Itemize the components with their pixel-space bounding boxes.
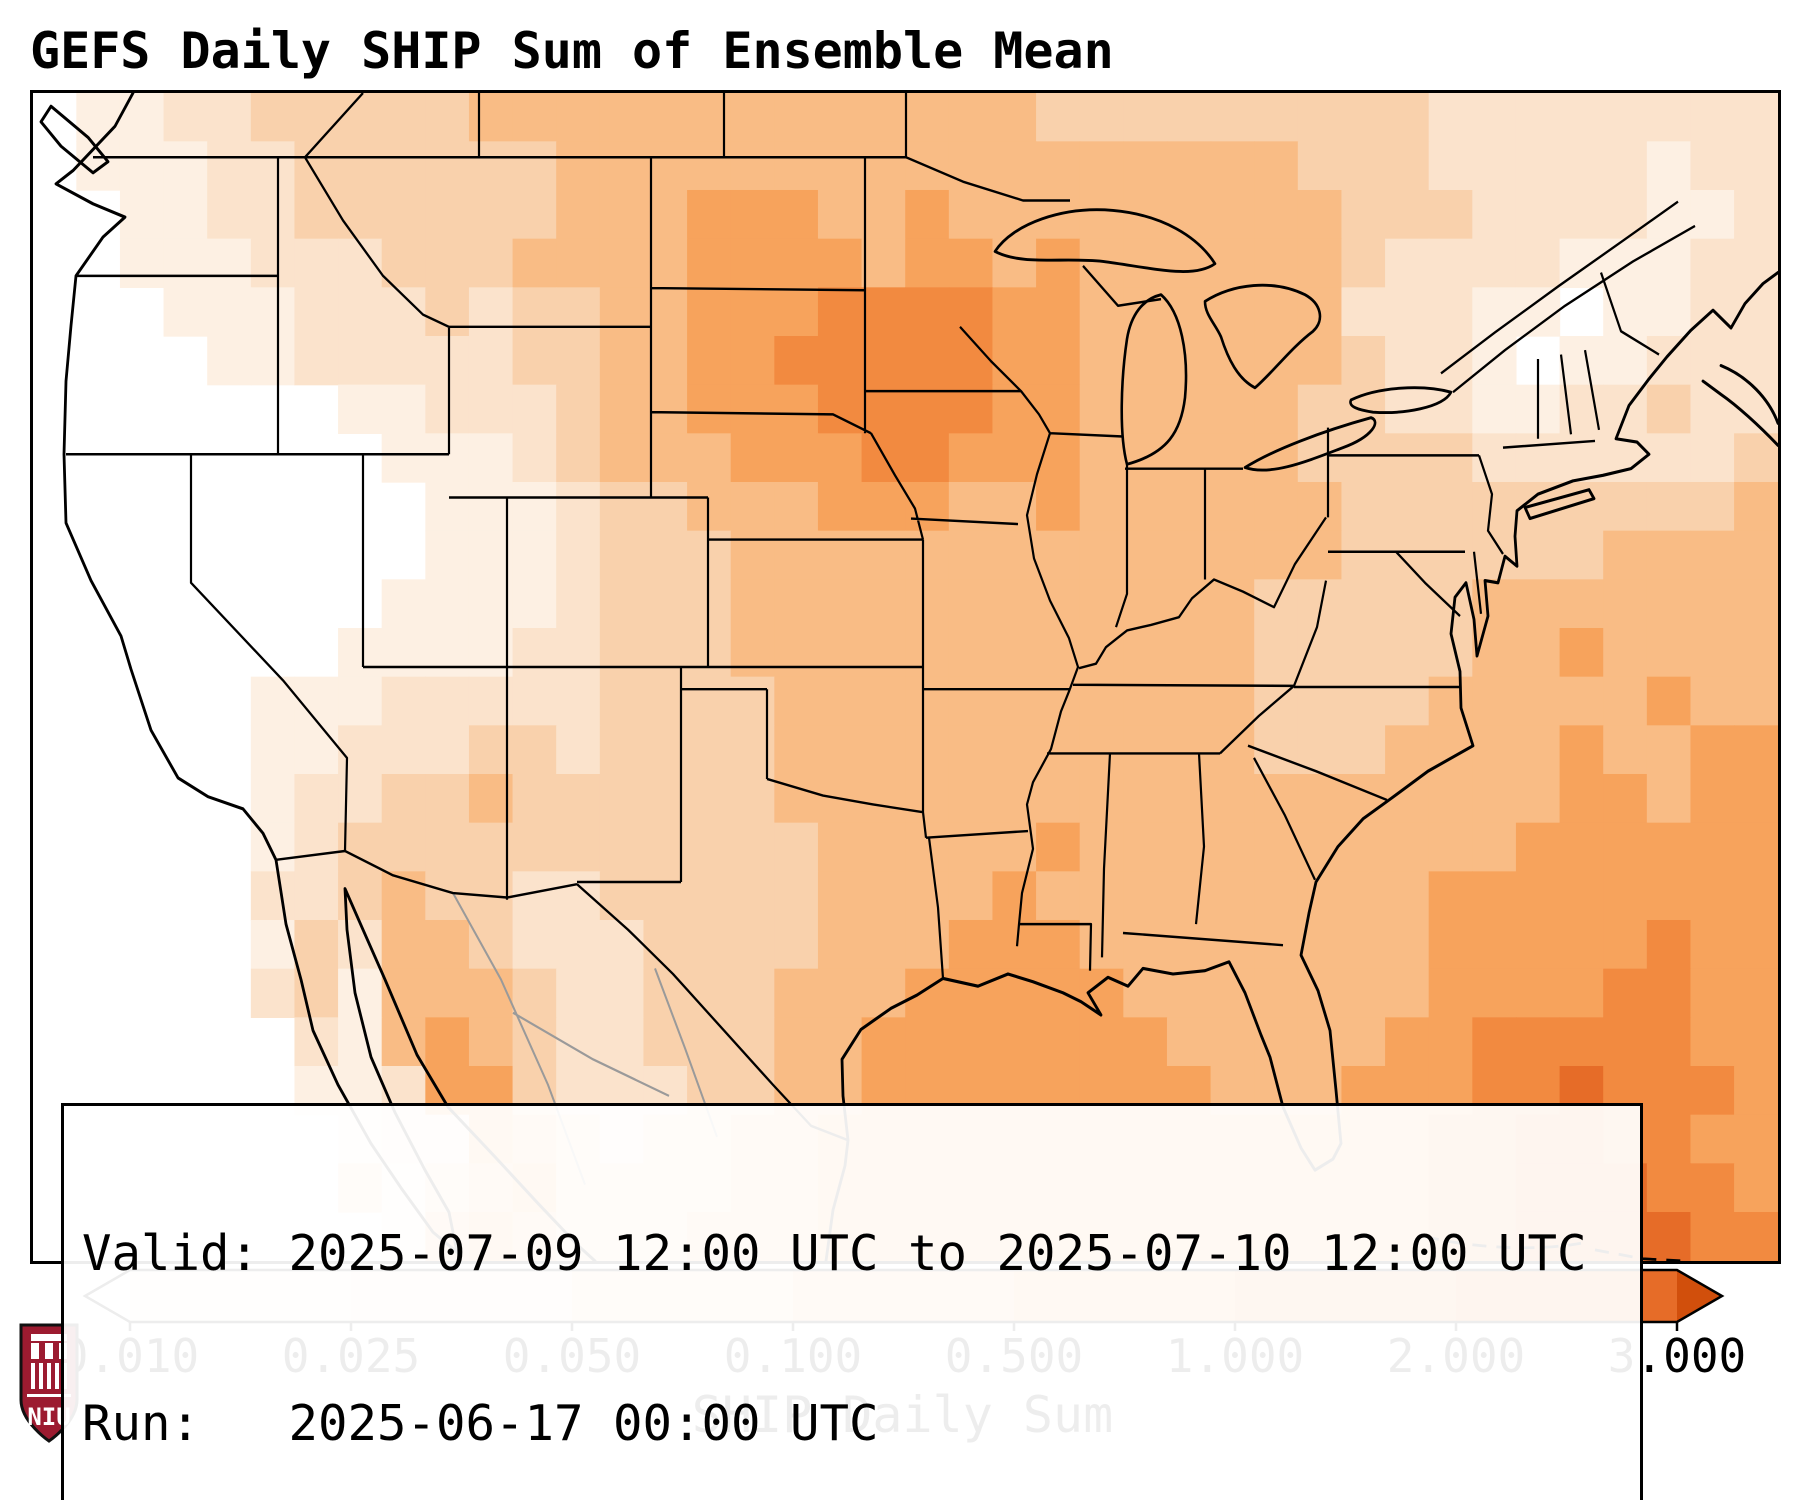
long-island — [1523, 488, 1596, 521]
lake-ontario — [1349, 386, 1453, 414]
gulf-atlantic-coast — [824, 270, 1778, 1261]
castle-bar — [31, 1363, 35, 1389]
pacific-coast — [54, 93, 597, 1261]
valid-time-text: Valid: 2025-07-09 12:00 UTC to 2025-07-1… — [82, 1224, 1587, 1282]
castle-bar — [55, 1363, 59, 1389]
map-canvas — [39, 93, 1778, 1261]
info-box: Valid: 2025-07-09 12:00 UTC to 2025-07-1… — [61, 1103, 1643, 1500]
castle-bar — [39, 1363, 43, 1389]
lake-superior — [993, 208, 1217, 273]
state-borders — [66, 93, 1696, 1142]
run-time-text: Run: 2025-06-17 00:00 UTC — [82, 1395, 879, 1453]
canada-border-lines — [93, 93, 1696, 394]
great-lakes — [993, 208, 1453, 472]
map-panel: Valid: 2025-07-09 12:00 UTC to 2025-07-1… — [30, 90, 1781, 1500]
lake-huron — [1203, 283, 1322, 390]
chart-title: GEFS Daily SHIP Sum of Ensemble Mean — [30, 22, 1114, 80]
us-state-lines — [66, 156, 1601, 979]
lake-michigan — [1120, 293, 1188, 466]
vancouver-island — [39, 104, 110, 175]
castle-tower — [31, 1343, 39, 1359]
lake-erie — [1243, 416, 1377, 472]
castle-bar — [47, 1363, 51, 1389]
nova-scotia-coast — [1701, 364, 1778, 447]
castle-lintel — [31, 1334, 67, 1341]
colorbar-over-arrow — [1677, 1270, 1722, 1322]
us-mexico-border — [275, 849, 849, 1142]
shield-divider — [27, 1394, 71, 1397]
heatmap-cells — [76, 93, 1778, 1261]
castle-tower — [45, 1343, 53, 1359]
coastline — [39, 93, 1778, 1261]
